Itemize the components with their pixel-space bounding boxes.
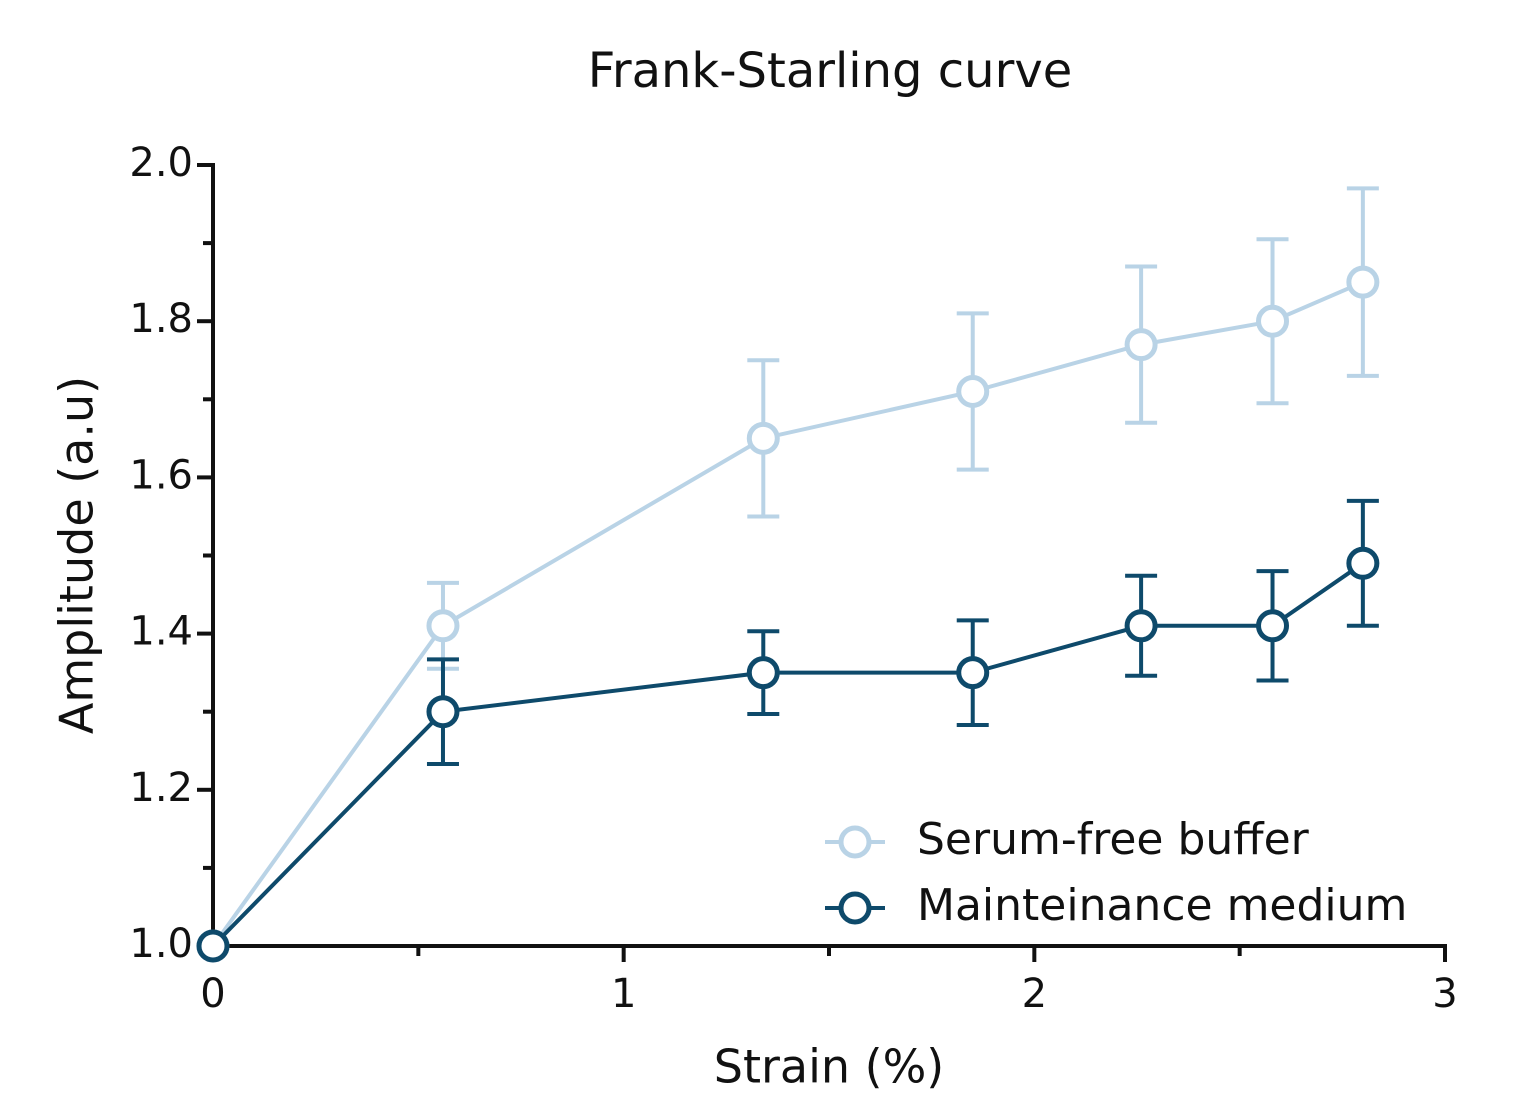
legend-label: Serum-free buffer — [917, 814, 1310, 865]
marker — [196, 929, 230, 963]
x-tick-label: 0 — [200, 971, 225, 1017]
series — [196, 186, 1380, 963]
x-tick-label: 1 — [611, 971, 636, 1017]
marker — [1124, 609, 1158, 643]
marker — [956, 656, 990, 690]
marker — [426, 609, 460, 643]
x-tick-label: 2 — [1022, 971, 1047, 1017]
legend-marker — [838, 891, 872, 925]
marker — [1256, 304, 1290, 338]
marker — [1124, 328, 1158, 362]
x-tick-label: 3 — [1432, 971, 1457, 1017]
y-tick-label: 1.0 — [129, 921, 193, 967]
x-axis-label: Strain (%) — [714, 1040, 945, 1094]
marker — [1256, 609, 1290, 643]
y-axis-label: Amplitude (a.u) — [50, 376, 104, 734]
marker — [1346, 265, 1380, 299]
y-tick-label: 1.4 — [129, 609, 193, 655]
series — [196, 498, 1380, 963]
marker — [426, 695, 460, 729]
marker — [746, 421, 780, 455]
marker — [1346, 546, 1380, 580]
y-tick-label: 1.6 — [129, 452, 193, 498]
legend-label: Mainteinance medium — [917, 880, 1407, 931]
chart-title: Frank-Starling curve — [588, 43, 1073, 99]
y-tick-label: 1.8 — [129, 296, 193, 342]
y-tick-label: 1.2 — [129, 765, 193, 811]
y-tick-label: 2.0 — [129, 140, 193, 186]
marker — [956, 374, 990, 408]
legend-marker — [838, 825, 872, 859]
marker — [746, 656, 780, 690]
